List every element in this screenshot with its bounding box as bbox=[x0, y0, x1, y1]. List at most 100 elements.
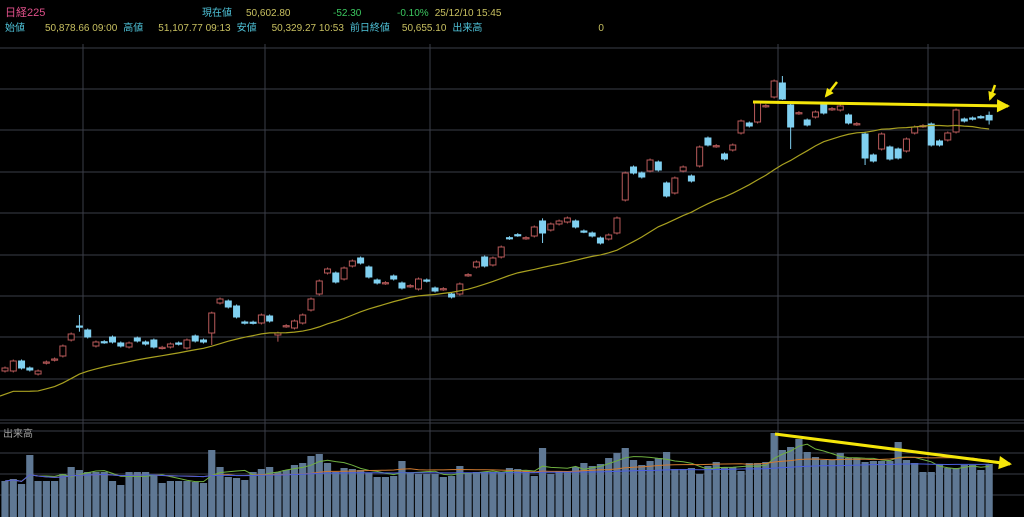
volume-bar bbox=[274, 472, 282, 517]
candle-body bbox=[464, 274, 472, 277]
candle bbox=[621, 171, 629, 202]
volume-bar bbox=[216, 467, 224, 517]
candle bbox=[241, 320, 249, 325]
candle-body bbox=[423, 279, 431, 282]
candle bbox=[158, 345, 166, 350]
candle bbox=[348, 259, 356, 268]
candle-body bbox=[861, 133, 869, 159]
volume-bar bbox=[853, 458, 861, 517]
candle-body bbox=[894, 148, 902, 159]
candle bbox=[580, 229, 588, 234]
volume-bar bbox=[811, 457, 820, 517]
volume-bar bbox=[332, 472, 340, 517]
volume-bar bbox=[133, 472, 141, 517]
candle bbox=[878, 132, 886, 151]
candle-body bbox=[266, 315, 274, 322]
candle-body bbox=[472, 261, 480, 268]
low-label: 安値 bbox=[236, 23, 257, 34]
volume-moving-averages bbox=[4, 443, 990, 483]
candle-body bbox=[820, 104, 828, 114]
candle bbox=[572, 219, 580, 229]
volume-bar bbox=[588, 466, 596, 517]
volume-bar bbox=[365, 473, 373, 517]
candle bbox=[754, 101, 762, 124]
volume-bar bbox=[323, 463, 332, 517]
candle-body bbox=[456, 283, 464, 295]
low-value: 50,329.27 10:53 bbox=[271, 23, 344, 34]
candle-body bbox=[977, 116, 985, 119]
volume-bar bbox=[646, 461, 654, 517]
candle bbox=[745, 121, 753, 128]
candle-body bbox=[638, 172, 646, 178]
volume-bar bbox=[952, 468, 960, 517]
volume-bar bbox=[357, 470, 365, 517]
candle bbox=[431, 286, 439, 293]
volume-bar bbox=[538, 448, 547, 517]
prev-close-value: 50,655.10 bbox=[401, 23, 447, 34]
candle bbox=[563, 216, 571, 224]
volume-bar bbox=[679, 469, 687, 517]
candle bbox=[26, 366, 34, 372]
candle bbox=[481, 255, 489, 268]
volume-bar bbox=[1, 481, 9, 517]
price-change-pct: -0.10% bbox=[397, 8, 429, 19]
candle bbox=[439, 287, 447, 291]
grid bbox=[0, 44, 1024, 517]
candle bbox=[869, 153, 877, 163]
candle-body bbox=[117, 342, 125, 347]
volume-bar bbox=[596, 464, 605, 517]
volume-bar bbox=[580, 463, 588, 517]
volume-bar bbox=[348, 469, 356, 517]
candle-body bbox=[1, 367, 9, 372]
volume-bar bbox=[737, 471, 745, 517]
volume-bar bbox=[175, 481, 183, 517]
price-change: -52.30 bbox=[333, 8, 362, 19]
volume-bar bbox=[629, 460, 638, 517]
candle bbox=[381, 281, 389, 285]
volume-bar bbox=[977, 470, 985, 517]
candle-body bbox=[630, 166, 638, 174]
candle bbox=[729, 143, 737, 152]
candle bbox=[886, 145, 894, 161]
candle bbox=[233, 304, 241, 319]
candle-body bbox=[596, 237, 604, 244]
volume-bar bbox=[911, 463, 919, 517]
candle-body bbox=[332, 272, 340, 283]
open-value: 50,878.66 09:00 bbox=[45, 23, 118, 34]
candle-body bbox=[547, 223, 555, 231]
candle bbox=[92, 340, 100, 348]
candle-body bbox=[84, 329, 92, 338]
candle-body bbox=[795, 112, 803, 115]
volume-bar bbox=[51, 481, 59, 517]
candle-body bbox=[704, 137, 712, 146]
candle bbox=[539, 218, 547, 243]
volume-bar bbox=[241, 480, 249, 517]
candle bbox=[894, 147, 902, 160]
candle bbox=[324, 267, 332, 275]
candle-body bbox=[357, 257, 365, 264]
volume-bar bbox=[92, 472, 100, 517]
candle bbox=[737, 119, 745, 135]
volume-bar bbox=[621, 448, 629, 517]
candle bbox=[282, 324, 290, 328]
price-moving-average bbox=[0, 124, 990, 397]
candle bbox=[249, 320, 257, 325]
volume-bar bbox=[125, 472, 133, 517]
candle bbox=[100, 340, 108, 344]
volume-bar bbox=[150, 475, 158, 517]
candle bbox=[109, 335, 117, 344]
candle-body bbox=[34, 370, 42, 375]
candle bbox=[679, 165, 687, 173]
volume-bar bbox=[960, 465, 968, 517]
volume-bar bbox=[762, 462, 770, 517]
candle bbox=[67, 332, 75, 342]
candle bbox=[630, 165, 638, 175]
candle-body bbox=[539, 220, 547, 234]
candle-body bbox=[166, 343, 174, 348]
candle bbox=[836, 104, 844, 112]
candle bbox=[9, 359, 17, 373]
candle bbox=[853, 122, 861, 126]
candle bbox=[142, 340, 150, 346]
candle bbox=[216, 297, 224, 305]
